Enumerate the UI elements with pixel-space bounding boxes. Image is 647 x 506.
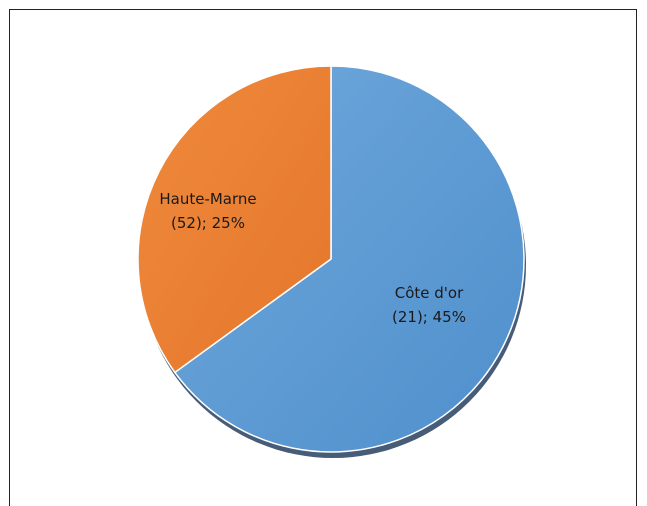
slice-label-name: Haute-Marne: [159, 190, 256, 208]
slice-label-value: (52); 25%: [171, 214, 245, 232]
pie-slice-cote-dor: [174, 65, 525, 453]
slice-label-value: (21); 45%: [392, 308, 466, 326]
slice-label-name: Côte d'or: [395, 284, 464, 302]
pie-slice-haute-marne: [137, 65, 332, 374]
